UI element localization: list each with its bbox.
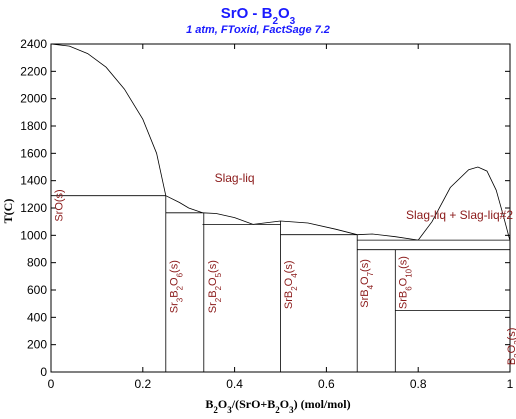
y-tick-label: 400 [27,310,47,324]
region-label: Slag-liq [215,171,255,185]
phase-boundary-2 [202,212,254,225]
y-tick-label: 1400 [20,174,47,188]
x-axis-title: B2O3/(SrO+B2O3) (mol/mol) [205,397,350,414]
y-tick-label: 2400 [20,37,47,51]
phase-label: Sr3B2O6(s) [168,260,184,313]
y-axis-title: T(C) [1,199,15,224]
phase-label: SrO(s) [54,189,66,221]
phase-label: SrB4O7(s) [359,259,375,308]
x-axis: 0 0.2 0.4 0.6 0.8 1 [48,44,514,391]
y-tick-label: 2200 [20,64,47,78]
x-tick-label: 0.2 [134,377,151,391]
phase-boundary-1 [165,195,203,214]
y-tick-label: 2000 [20,92,47,106]
y-tick-label: 1000 [20,228,47,242]
phase-label: Sr2B2O5(s) [207,260,223,313]
y-tick-label: 200 [27,338,47,352]
y-tick-label: 0 [40,365,47,379]
chart-subtitle: 1 atm, FToxid, FactSage 7.2 [186,24,330,36]
y-tick-label: 1800 [20,119,47,133]
phase-boundary-3 [252,220,358,236]
x-tick-label: 0.8 [410,377,427,391]
phase-boundary-5 [417,166,511,241]
chart-title: SrO - B2O3 [221,5,296,27]
phase-label: SrB2O4(s) [283,260,299,309]
x-tick-label: 1 [507,377,514,391]
region-label: Slag-liq + Slag-liq#2 [406,208,513,222]
plot-lines [50,43,511,372]
phase-boundary-4 [357,233,419,241]
y-tick-label: 800 [27,256,47,270]
y-tick-label: 1600 [20,146,47,160]
y-axis: 0 200 400 600 800 1000 1200 1400 1600 1800 2000 220… [20,37,510,379]
x-tick-label: 0.6 [318,377,335,391]
phase-labels: SrO(s) Sr3B2O6(s) Sr2B2O5(s) SrB2O4(s) SrB4O… [54,189,516,365]
y-tick-label: 600 [27,283,47,297]
phase-label: SrB6O10(s) [397,256,413,309]
region-labels: Slag-liq Slag-liq + Slag-liq#2 [215,171,514,222]
phase-boundary-0 [50,43,167,196]
x-tick-label: 0.4 [226,377,243,391]
phase-label: B2O3(s) [506,328,516,366]
y-tick-label: 1200 [20,201,47,215]
x-tick-label: 0 [48,377,55,391]
